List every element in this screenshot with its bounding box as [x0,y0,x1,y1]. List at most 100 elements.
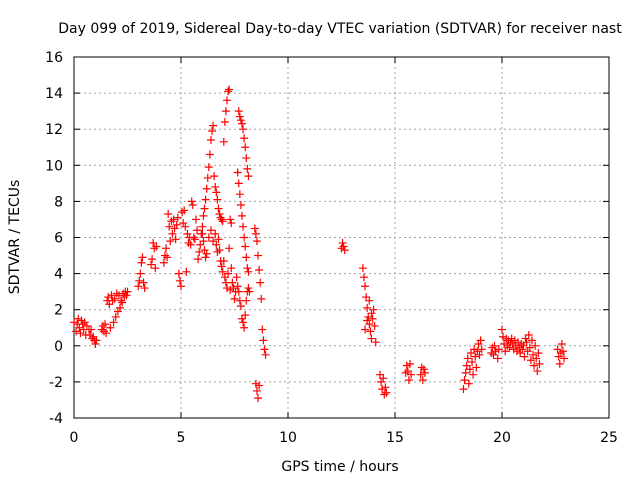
data-point [217,262,226,271]
x-tick-label: 20 [493,430,511,446]
data-point [469,370,478,379]
data-point [234,287,243,296]
data-point [199,211,208,220]
data-point [214,235,223,244]
data-point [183,229,192,238]
data-point [136,269,145,278]
data-point [227,264,236,273]
data-point [122,291,131,300]
data-point [520,352,529,361]
data-point [170,224,179,233]
data-point [244,172,253,181]
data-point [150,244,159,253]
y-tick-label: 10 [45,158,63,174]
data-point [177,282,185,291]
data-point [92,336,101,345]
data-point [498,325,506,334]
data-point [110,294,119,303]
data-point [180,206,189,215]
data-point [465,365,474,374]
data-point [525,343,534,352]
data-point [240,134,249,143]
data-point [367,309,376,318]
data-point [151,264,160,273]
data-point [477,345,486,354]
x-tick-label: 10 [279,430,297,446]
data-point [134,282,143,291]
data-point [200,246,209,255]
data-point [242,253,251,262]
data-point [256,278,265,287]
x-axis-label: GPS time / hours [281,459,398,475]
data-point [140,284,149,293]
data-point [251,229,260,238]
data-point [464,379,473,388]
data-point [138,253,147,262]
data-point [490,341,499,350]
data-point [261,350,270,359]
data-point [147,260,156,269]
data-point [137,258,146,267]
data-point [245,287,254,296]
data-point [204,233,213,242]
data-point [223,96,232,105]
data-point [198,222,207,231]
data-point [224,87,233,96]
data-point [242,154,251,163]
data-point [171,235,180,244]
data-point [401,368,410,377]
data-point [407,370,416,379]
data-point [99,327,108,336]
data-point [235,112,244,121]
data-point [114,291,123,300]
data-point [194,255,203,264]
x-tick-label: 15 [386,430,404,446]
data-point [241,311,250,320]
data-point [163,253,172,262]
data-point [377,377,386,386]
data-point [532,354,541,363]
data-point [225,244,234,253]
data-point [250,224,259,233]
data-point [224,269,233,278]
data-point [240,233,249,242]
y-axis-label: SDTVAR / TECUs [7,180,23,295]
data-point [555,359,564,368]
data-point [168,229,177,238]
data-point [235,190,244,199]
data-point [195,247,204,256]
data-point [382,388,391,397]
data-point [91,339,100,348]
data-point [339,242,348,251]
data-point [217,215,226,224]
data-point [211,229,220,238]
data-point [404,376,413,385]
data-point [379,374,388,383]
y-tick-label: -2 [49,375,63,391]
data-point [135,276,144,285]
data-point [208,127,217,136]
data-points [70,85,569,403]
data-point [118,298,127,307]
data-point [172,220,181,229]
y-axis-ticks: -4 -2 0 2 4 6 8 10 12 14 16 [45,50,609,427]
data-point [102,329,111,338]
data-point [461,368,470,377]
data-point [254,251,263,260]
data-point [201,253,210,262]
data-point [233,168,242,177]
x-tick-label: 0 [70,430,79,446]
y-tick-label: 16 [45,50,63,66]
data-point [209,121,218,130]
data-point [211,182,220,191]
data-point [212,240,221,249]
data-point [181,222,190,231]
data-point [244,267,253,276]
data-point [530,361,539,370]
data-point [215,246,224,255]
y-tick-label: 0 [54,339,63,355]
data-point [226,215,235,224]
data-point [405,359,414,368]
data-point [243,264,252,273]
x-tick-label: 25 [600,430,618,446]
